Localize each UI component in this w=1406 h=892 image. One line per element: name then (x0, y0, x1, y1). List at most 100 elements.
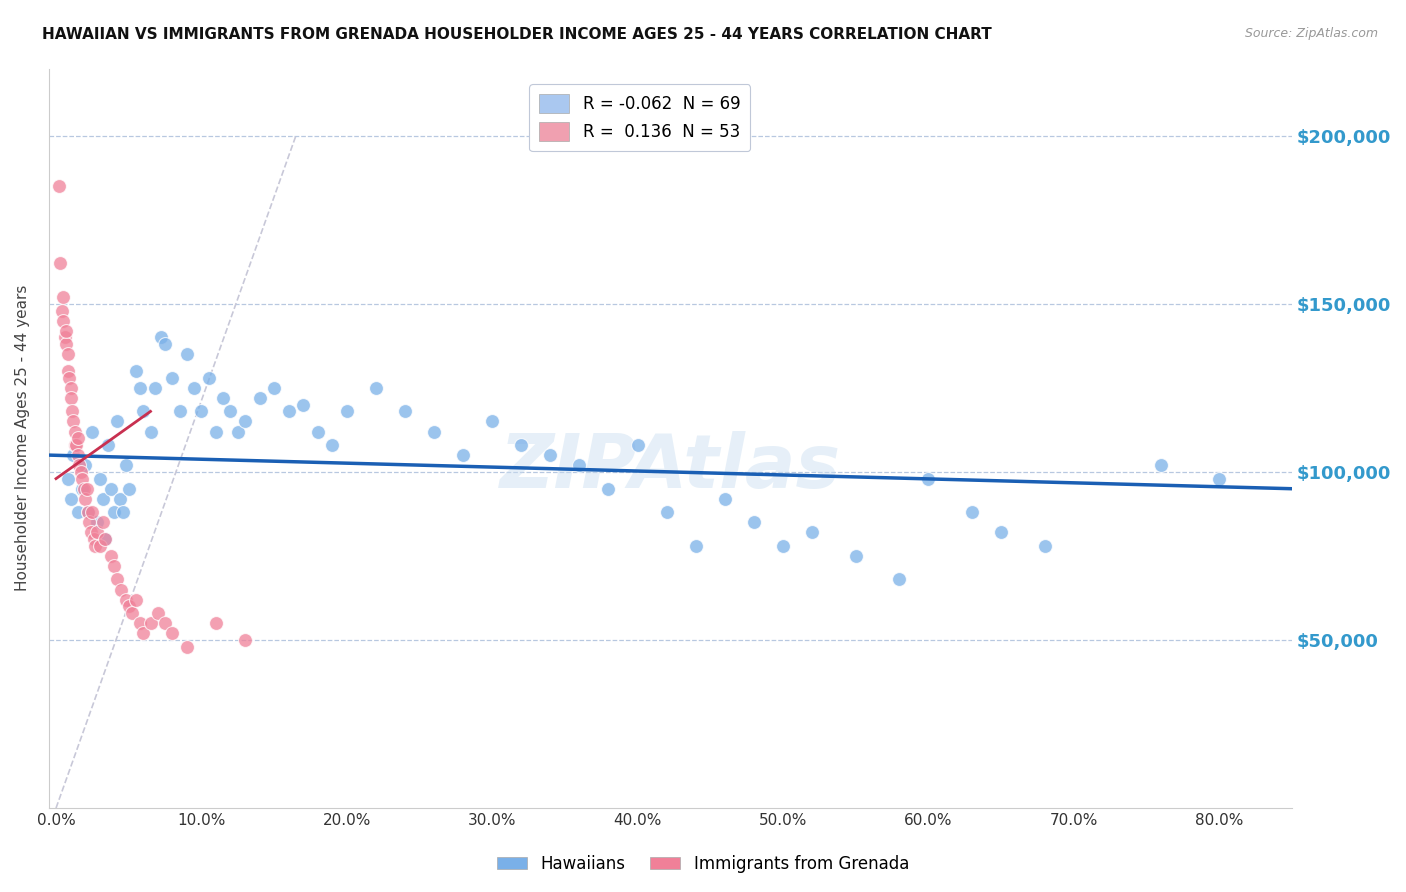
Point (51, 303, 73, 318)
Point (56, 347, 79, 361)
Point (91, 516, 114, 530)
Point (169, 404, 191, 418)
Point (801, 525, 824, 540)
Point (97, 438, 120, 452)
Point (66, 448, 89, 462)
Point (62, 448, 84, 462)
Point (118, 599, 141, 614)
Point (110, 582, 132, 597)
Point (103, 505, 125, 519)
Point (70, 482, 93, 496)
Point (114, 458, 136, 473)
Point (249, 391, 271, 405)
Point (132, 404, 155, 418)
Point (990, 525, 1012, 540)
Point (58, 371, 80, 385)
Point (205, 425, 228, 439)
Point (960, 505, 983, 519)
Point (132, 626, 155, 640)
Point (219, 404, 242, 418)
Point (100, 482, 122, 496)
Point (153, 337, 176, 351)
Point (108, 491, 131, 506)
Point (451, 448, 474, 462)
Point (63, 425, 86, 439)
Point (162, 626, 184, 640)
Legend: R = -0.062  N = 69, R =  0.136  N = 53: R = -0.062 N = 69, R = 0.136 N = 53 (530, 84, 751, 151)
Point (82, 505, 104, 519)
Point (56, 364, 79, 378)
Point (153, 616, 176, 631)
Point (62, 415, 84, 429)
Point (69, 465, 91, 479)
Point (139, 425, 162, 439)
Point (598, 482, 620, 496)
Point (162, 371, 184, 385)
Point (1208, 472, 1230, 486)
Point (146, 606, 169, 620)
Text: HAWAIIAN VS IMMIGRANTS FROM GRENADA HOUSEHOLDER INCOME AGES 25 - 44 YEARS CORREL: HAWAIIAN VS IMMIGRANTS FROM GRENADA HOUS… (42, 27, 991, 42)
Point (52, 313, 75, 327)
Point (105, 573, 128, 587)
Point (263, 381, 285, 395)
Point (59, 391, 82, 405)
Point (111, 505, 134, 519)
Point (55, 337, 77, 351)
Point (91, 491, 114, 506)
Point (77, 505, 100, 519)
Point (53, 330, 76, 344)
Point (685, 539, 707, 553)
Point (82, 425, 104, 439)
Point (59, 491, 82, 506)
Point (292, 398, 315, 412)
Point (103, 559, 125, 574)
Point (83, 532, 105, 546)
Point (568, 458, 591, 473)
Point (176, 347, 198, 361)
Y-axis label: Householder Income Ages 25 - 44 years: Householder Income Ages 25 - 44 years (15, 285, 30, 591)
Point (94, 532, 117, 546)
Point (889, 573, 911, 587)
Point (59, 381, 82, 395)
Point (176, 640, 198, 654)
Point (66, 505, 89, 519)
Point (66, 431, 89, 445)
Point (76, 482, 98, 496)
Point (394, 404, 416, 418)
Point (77, 505, 100, 519)
Point (125, 364, 148, 378)
Point (917, 472, 939, 486)
Point (139, 616, 162, 631)
Point (79, 516, 101, 530)
Point (56, 472, 79, 486)
Point (100, 549, 122, 563)
Point (190, 404, 212, 418)
Point (510, 438, 533, 452)
Text: ZIPAtlas: ZIPAtlas (499, 432, 841, 504)
Point (307, 425, 329, 439)
Point (86, 516, 108, 530)
Point (183, 381, 205, 395)
Point (129, 616, 152, 631)
Point (233, 632, 256, 647)
Point (336, 404, 359, 418)
Point (60, 404, 83, 418)
Point (626, 438, 648, 452)
Point (205, 616, 228, 631)
Text: Source: ZipAtlas.com: Source: ZipAtlas.com (1244, 27, 1378, 40)
Legend: Hawaiians, Immigrants from Grenada: Hawaiians, Immigrants from Grenada (491, 848, 915, 880)
Point (149, 330, 172, 344)
Point (129, 381, 152, 395)
Point (65, 438, 87, 452)
Point (80, 525, 103, 540)
Point (94, 532, 117, 546)
Point (75, 458, 97, 473)
Point (70, 472, 93, 486)
Point (72, 482, 94, 496)
Point (67, 458, 90, 473)
Point (1033, 539, 1056, 553)
Point (125, 592, 148, 607)
Point (86, 525, 108, 540)
Point (118, 482, 141, 496)
Point (481, 415, 503, 429)
